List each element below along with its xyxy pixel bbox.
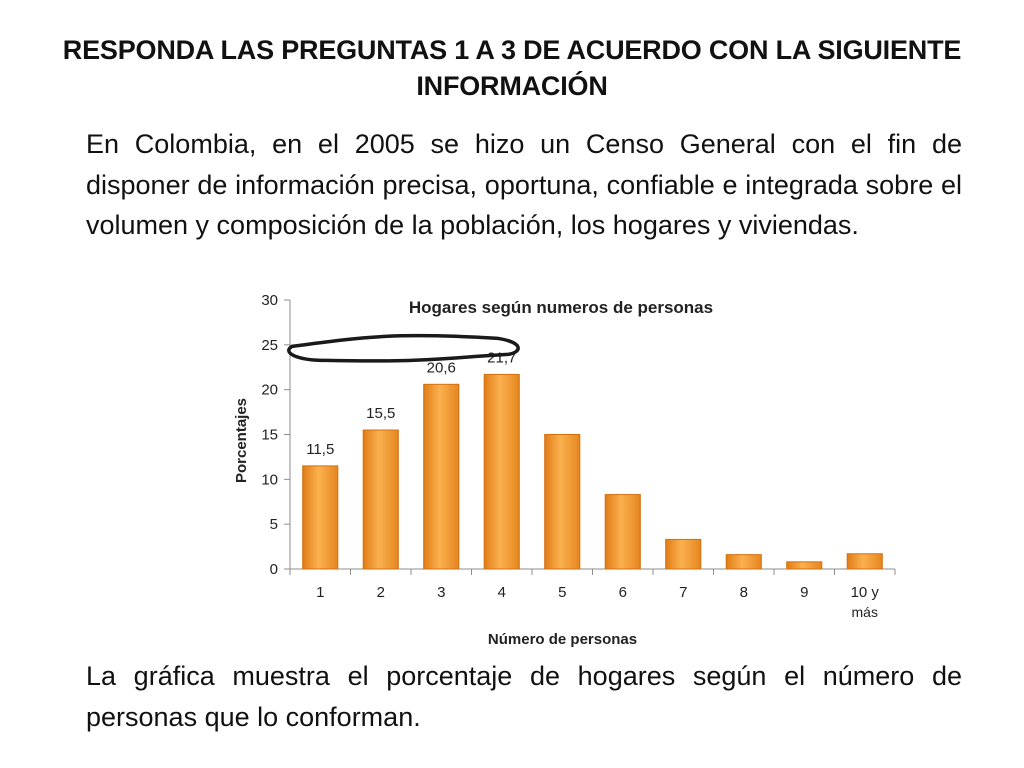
x-tick-label: 6 <box>619 584 627 601</box>
chart-title: Hogares según numeros de personas <box>409 298 713 317</box>
slide-title: RESPONDA LAS PREGUNTAS 1 A 3 DE ACUERDO … <box>62 35 962 101</box>
x-tick-label: 5 <box>558 584 566 601</box>
x-tick-label: 10 y <box>851 584 880 601</box>
bar <box>423 383 460 570</box>
bracket-annotation <box>287 333 520 363</box>
x-tick-label: más <box>852 604 878 620</box>
bar <box>483 373 520 570</box>
caption-paragraph: La gráfica muestra el porcentaje de hoga… <box>86 661 962 732</box>
bar <box>846 553 883 570</box>
bar <box>362 429 399 570</box>
bar <box>786 561 823 570</box>
bar-chart: Hogares según numeros de personas0510152… <box>233 292 896 648</box>
bar <box>604 494 641 570</box>
y-axis-label: Porcentajes <box>233 398 250 483</box>
x-tick-label: 8 <box>740 584 748 601</box>
x-tick-label: 2 <box>377 584 385 601</box>
data-label: 20,6 <box>427 359 456 376</box>
x-tick-label: 9 <box>800 584 808 601</box>
y-tick-label: 20 <box>261 382 278 399</box>
y-tick-label: 10 <box>261 471 278 488</box>
y-tick-label: 5 <box>270 516 278 533</box>
intro-paragraph: En Colombia, en el 2005 se hizo un Censo… <box>86 129 962 240</box>
x-tick-label: 4 <box>498 584 506 601</box>
y-tick-label: 0 <box>270 561 278 578</box>
y-tick-label: 25 <box>261 337 278 354</box>
x-tick-label: 1 <box>316 584 324 601</box>
x-tick-label: 7 <box>679 584 687 601</box>
bar <box>665 538 702 570</box>
y-tick-label: 30 <box>261 292 278 309</box>
x-axis-label: Número de personas <box>488 631 637 648</box>
bar <box>725 554 762 570</box>
y-tick-label: 15 <box>261 427 278 444</box>
data-label: 15,5 <box>366 405 395 422</box>
bar <box>544 434 581 570</box>
bar <box>302 465 339 570</box>
data-label: 11,5 <box>306 441 334 458</box>
x-tick-label: 3 <box>437 584 445 601</box>
